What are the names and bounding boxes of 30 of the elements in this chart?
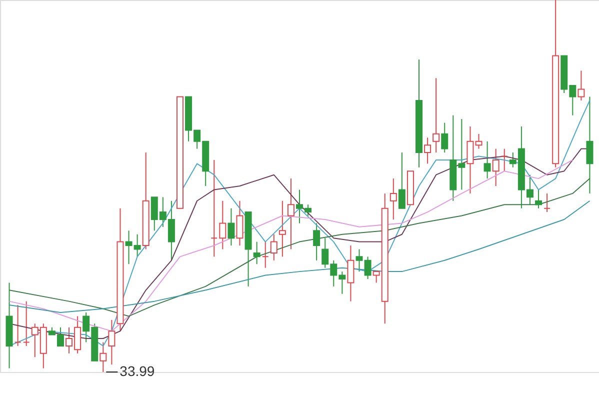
candlestick (210, 159, 218, 258)
candlestick (586, 96, 594, 194)
candlestick (236, 200, 244, 246)
candlestick (535, 189, 542, 209)
candlestick (270, 234, 278, 261)
candlestick (475, 133, 482, 150)
candlestick (398, 152, 406, 209)
candlestick (100, 342, 107, 372)
candlestick (228, 208, 235, 246)
candlestick (347, 245, 354, 302)
candlestick (287, 178, 294, 250)
candlestick (432, 78, 440, 154)
candlestick (253, 241, 260, 265)
candlestick (578, 70, 585, 101)
candlestick (484, 140, 491, 180)
candlestick (22, 300, 30, 346)
candlestick (441, 122, 448, 154)
candlestick (466, 126, 474, 194)
candlestick (424, 137, 432, 164)
candlestick (14, 304, 22, 346)
candlestick (500, 148, 508, 172)
candlestick (390, 178, 397, 220)
annotation: 33.99 (120, 363, 155, 379)
candlestick (219, 200, 226, 250)
candlestick (313, 222, 320, 261)
candlestick (278, 200, 286, 258)
candlestick (108, 319, 116, 366)
candlestick (492, 148, 500, 186)
candlestick (544, 192, 551, 213)
candlestick (262, 241, 269, 268)
